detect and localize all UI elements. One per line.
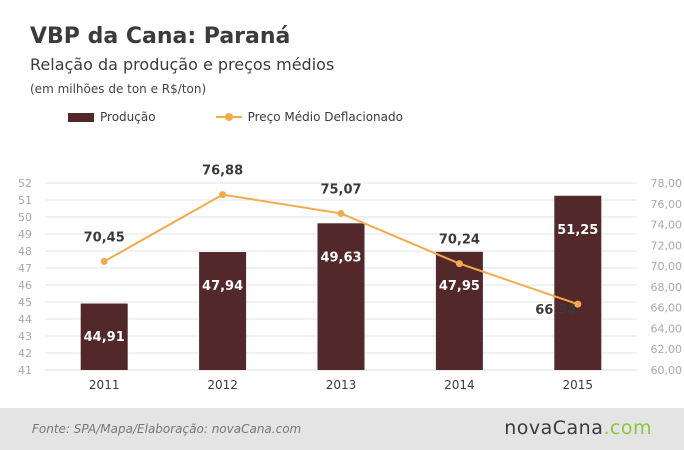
y-right-tick-label: 66,00 — [651, 302, 683, 315]
bar-value-label: 47,94 — [202, 279, 243, 294]
legend-label-producao: Produção — [100, 110, 156, 124]
x-tick-label: 2012 — [207, 378, 238, 392]
legend-bar-swatch-icon — [68, 112, 94, 122]
legend-line-swatch-icon — [215, 111, 242, 123]
chart-title: VBP da Cana: Paraná — [30, 24, 291, 49]
y-left-tick-label: 49 — [18, 228, 32, 241]
y-left-tick-label: 48 — [18, 245, 32, 258]
legend-label-preco: Preço Médio Deflacionado — [247, 110, 403, 124]
price-point — [219, 191, 227, 199]
y-left-tick-label: 52 — [18, 177, 32, 190]
y-left-tick-label: 43 — [18, 330, 32, 343]
bar — [317, 223, 365, 370]
bar-value-label: 47,95 — [439, 279, 480, 294]
y-left-tick-label: 42 — [18, 347, 32, 360]
y-right-tick-label: 74,00 — [651, 219, 683, 232]
price-point — [337, 209, 345, 217]
brand-name: novaCana — [504, 417, 604, 439]
chart-subtitle: Relação da produção e preços médios — [30, 55, 335, 74]
bar — [435, 251, 483, 370]
y-left-tick-label: 41 — [18, 364, 32, 377]
legend-item-preco: Preço Médio Deflacionado — [215, 110, 403, 124]
chart-units-note: (em milhões de ton e R$/ton) — [30, 82, 207, 96]
y-right-tick-label: 70,00 — [651, 260, 683, 273]
bar-value-label: 44,91 — [84, 330, 125, 345]
y-right-tick-label: 72,00 — [651, 239, 683, 252]
brand-domain: .com — [603, 417, 652, 439]
price-value-label: 76,88 — [202, 164, 243, 179]
price-value-label: 75,07 — [320, 182, 361, 197]
y-right-tick-label: 62,00 — [651, 343, 683, 356]
source-note: Fonte: SPA/Mapa/Elaboração: novaCana.com — [32, 422, 302, 436]
x-tick-label: 2011 — [89, 378, 120, 392]
price-point — [100, 257, 108, 265]
bar — [80, 303, 128, 370]
chart-legend: Produção Preço Médio Deflacionado — [68, 109, 463, 125]
price-value-label: 70,24 — [439, 233, 480, 248]
bar-value-label: 49,63 — [320, 250, 361, 265]
footer-bar: Fonte: SPA/Mapa/Elaboração: novaCana.com… — [0, 408, 684, 450]
legend-item-producao: Produção — [68, 110, 156, 124]
y-right-tick-label: 76,00 — [651, 198, 683, 211]
y-right-tick-label: 78,00 — [651, 177, 683, 190]
price-value-label: 66,34 — [535, 303, 576, 318]
y-left-tick-label: 51 — [18, 194, 32, 207]
x-tick-label: 2014 — [444, 378, 475, 392]
bar-value-label: 51,25 — [557, 223, 598, 238]
y-left-tick-label: 44 — [18, 313, 32, 326]
price-point — [574, 300, 582, 308]
x-tick-label: 2015 — [563, 378, 594, 392]
chart-plot: 41 42 43 44 45 46 47 48 49 50 51 52 60,00 62,00 64,00 6… — [18, 164, 683, 392]
price-value-label: 70,45 — [84, 230, 125, 245]
y-left-tick-label: 46 — [18, 279, 32, 292]
y-left-tick-label: 47 — [18, 262, 32, 275]
y-left-tick-label: 45 — [18, 296, 32, 309]
bar — [199, 252, 247, 370]
price-point — [455, 260, 463, 268]
y-right-tick-label: 64,00 — [651, 322, 683, 335]
y-right-tick-label: 68,00 — [651, 281, 683, 294]
bar — [554, 195, 602, 370]
y-right-tick-label: 60,00 — [651, 364, 683, 377]
y-left-tick-label: 50 — [18, 211, 32, 224]
x-tick-label: 2013 — [326, 378, 357, 392]
brand-logo: novaCana.com — [504, 417, 652, 439]
